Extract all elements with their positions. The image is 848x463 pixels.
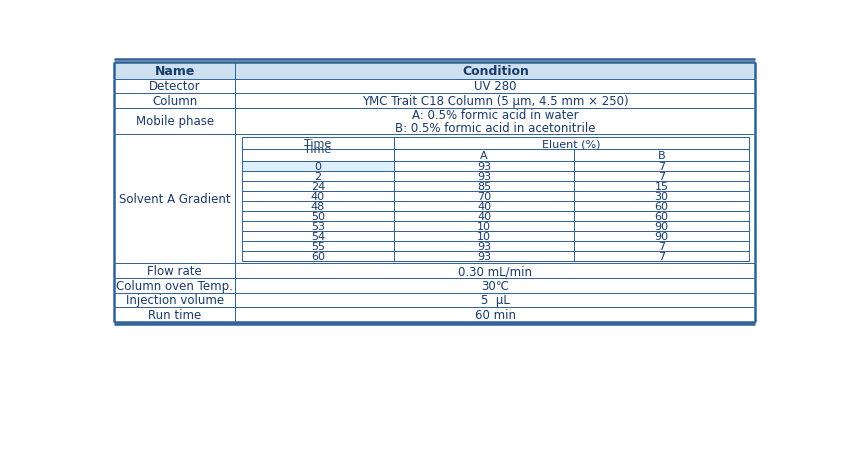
Text: Column: Column	[152, 95, 198, 108]
Text: 0: 0	[315, 162, 321, 172]
Text: Injection volume: Injection volume	[126, 294, 224, 307]
Bar	[114, 94, 756, 109]
Text: 30℃: 30℃	[482, 279, 510, 292]
Text: 15: 15	[655, 181, 669, 192]
Text: 55: 55	[310, 242, 325, 251]
Bar	[114, 135, 756, 264]
Text: 90: 90	[655, 221, 669, 232]
Text: Time: Time	[304, 145, 332, 155]
Text: Detector: Detector	[148, 80, 200, 93]
Text: Eluent (%): Eluent (%)	[543, 139, 601, 149]
Text: 93: 93	[477, 172, 491, 181]
Text: 30: 30	[655, 192, 669, 201]
Text: 93: 93	[477, 242, 491, 251]
Bar	[114, 264, 756, 278]
Text: Run time: Run time	[148, 308, 201, 321]
Text: 48: 48	[310, 201, 325, 212]
Text: Column oven Temp.: Column oven Temp.	[116, 279, 233, 292]
Text: UV 280: UV 280	[474, 80, 516, 93]
Text: Condition: Condition	[462, 64, 529, 77]
Text: 70: 70	[477, 192, 491, 201]
Text: Time: Time	[304, 139, 332, 149]
Text: 54: 54	[310, 232, 325, 242]
Bar	[114, 109, 756, 135]
Text: 60: 60	[655, 201, 669, 212]
Text: A: 0.5% formic acid in water: A: 0.5% formic acid in water	[412, 109, 578, 122]
Text: 50: 50	[310, 212, 325, 221]
Text: Name: Name	[154, 64, 195, 77]
Text: 60: 60	[310, 251, 325, 262]
Text: 93: 93	[477, 162, 491, 172]
Text: 40: 40	[477, 201, 491, 212]
Text: 93: 93	[477, 251, 491, 262]
Text: YMC Trait C18 Column (5 μm, 4.5 mm × 250): YMC Trait C18 Column (5 μm, 4.5 mm × 250…	[362, 95, 628, 108]
Text: 90: 90	[655, 232, 669, 242]
Text: 40: 40	[477, 212, 491, 221]
Text: 5  μL: 5 μL	[481, 294, 510, 307]
Bar	[114, 79, 756, 94]
Bar	[114, 63, 756, 79]
Text: 40: 40	[310, 192, 325, 201]
Bar	[114, 293, 756, 307]
Bar	[242, 138, 750, 262]
Text: 7: 7	[658, 242, 665, 251]
Text: 10: 10	[477, 221, 491, 232]
Bar	[242, 162, 394, 172]
Text: B: 0.5% formic acid in acetonitrile: B: 0.5% formic acid in acetonitrile	[395, 121, 595, 134]
Text: 60 min: 60 min	[475, 308, 516, 321]
Text: 85: 85	[477, 181, 491, 192]
Text: 53: 53	[310, 221, 325, 232]
Bar	[114, 307, 756, 322]
Text: 60: 60	[655, 212, 669, 221]
Text: 2: 2	[315, 172, 321, 181]
Text: 24: 24	[310, 181, 325, 192]
Text: B: B	[658, 151, 666, 161]
Text: Solvent A Gradient: Solvent A Gradient	[119, 193, 231, 206]
Text: Mobile phase: Mobile phase	[136, 115, 214, 128]
Text: A: A	[480, 151, 488, 161]
Text: 7: 7	[658, 251, 665, 262]
Text: 0.30 mL/min: 0.30 mL/min	[459, 264, 533, 277]
Text: 7: 7	[658, 172, 665, 181]
Text: 10: 10	[477, 232, 491, 242]
Text: 7: 7	[658, 162, 665, 172]
Text: Flow rate: Flow rate	[148, 264, 202, 277]
Bar	[114, 278, 756, 293]
